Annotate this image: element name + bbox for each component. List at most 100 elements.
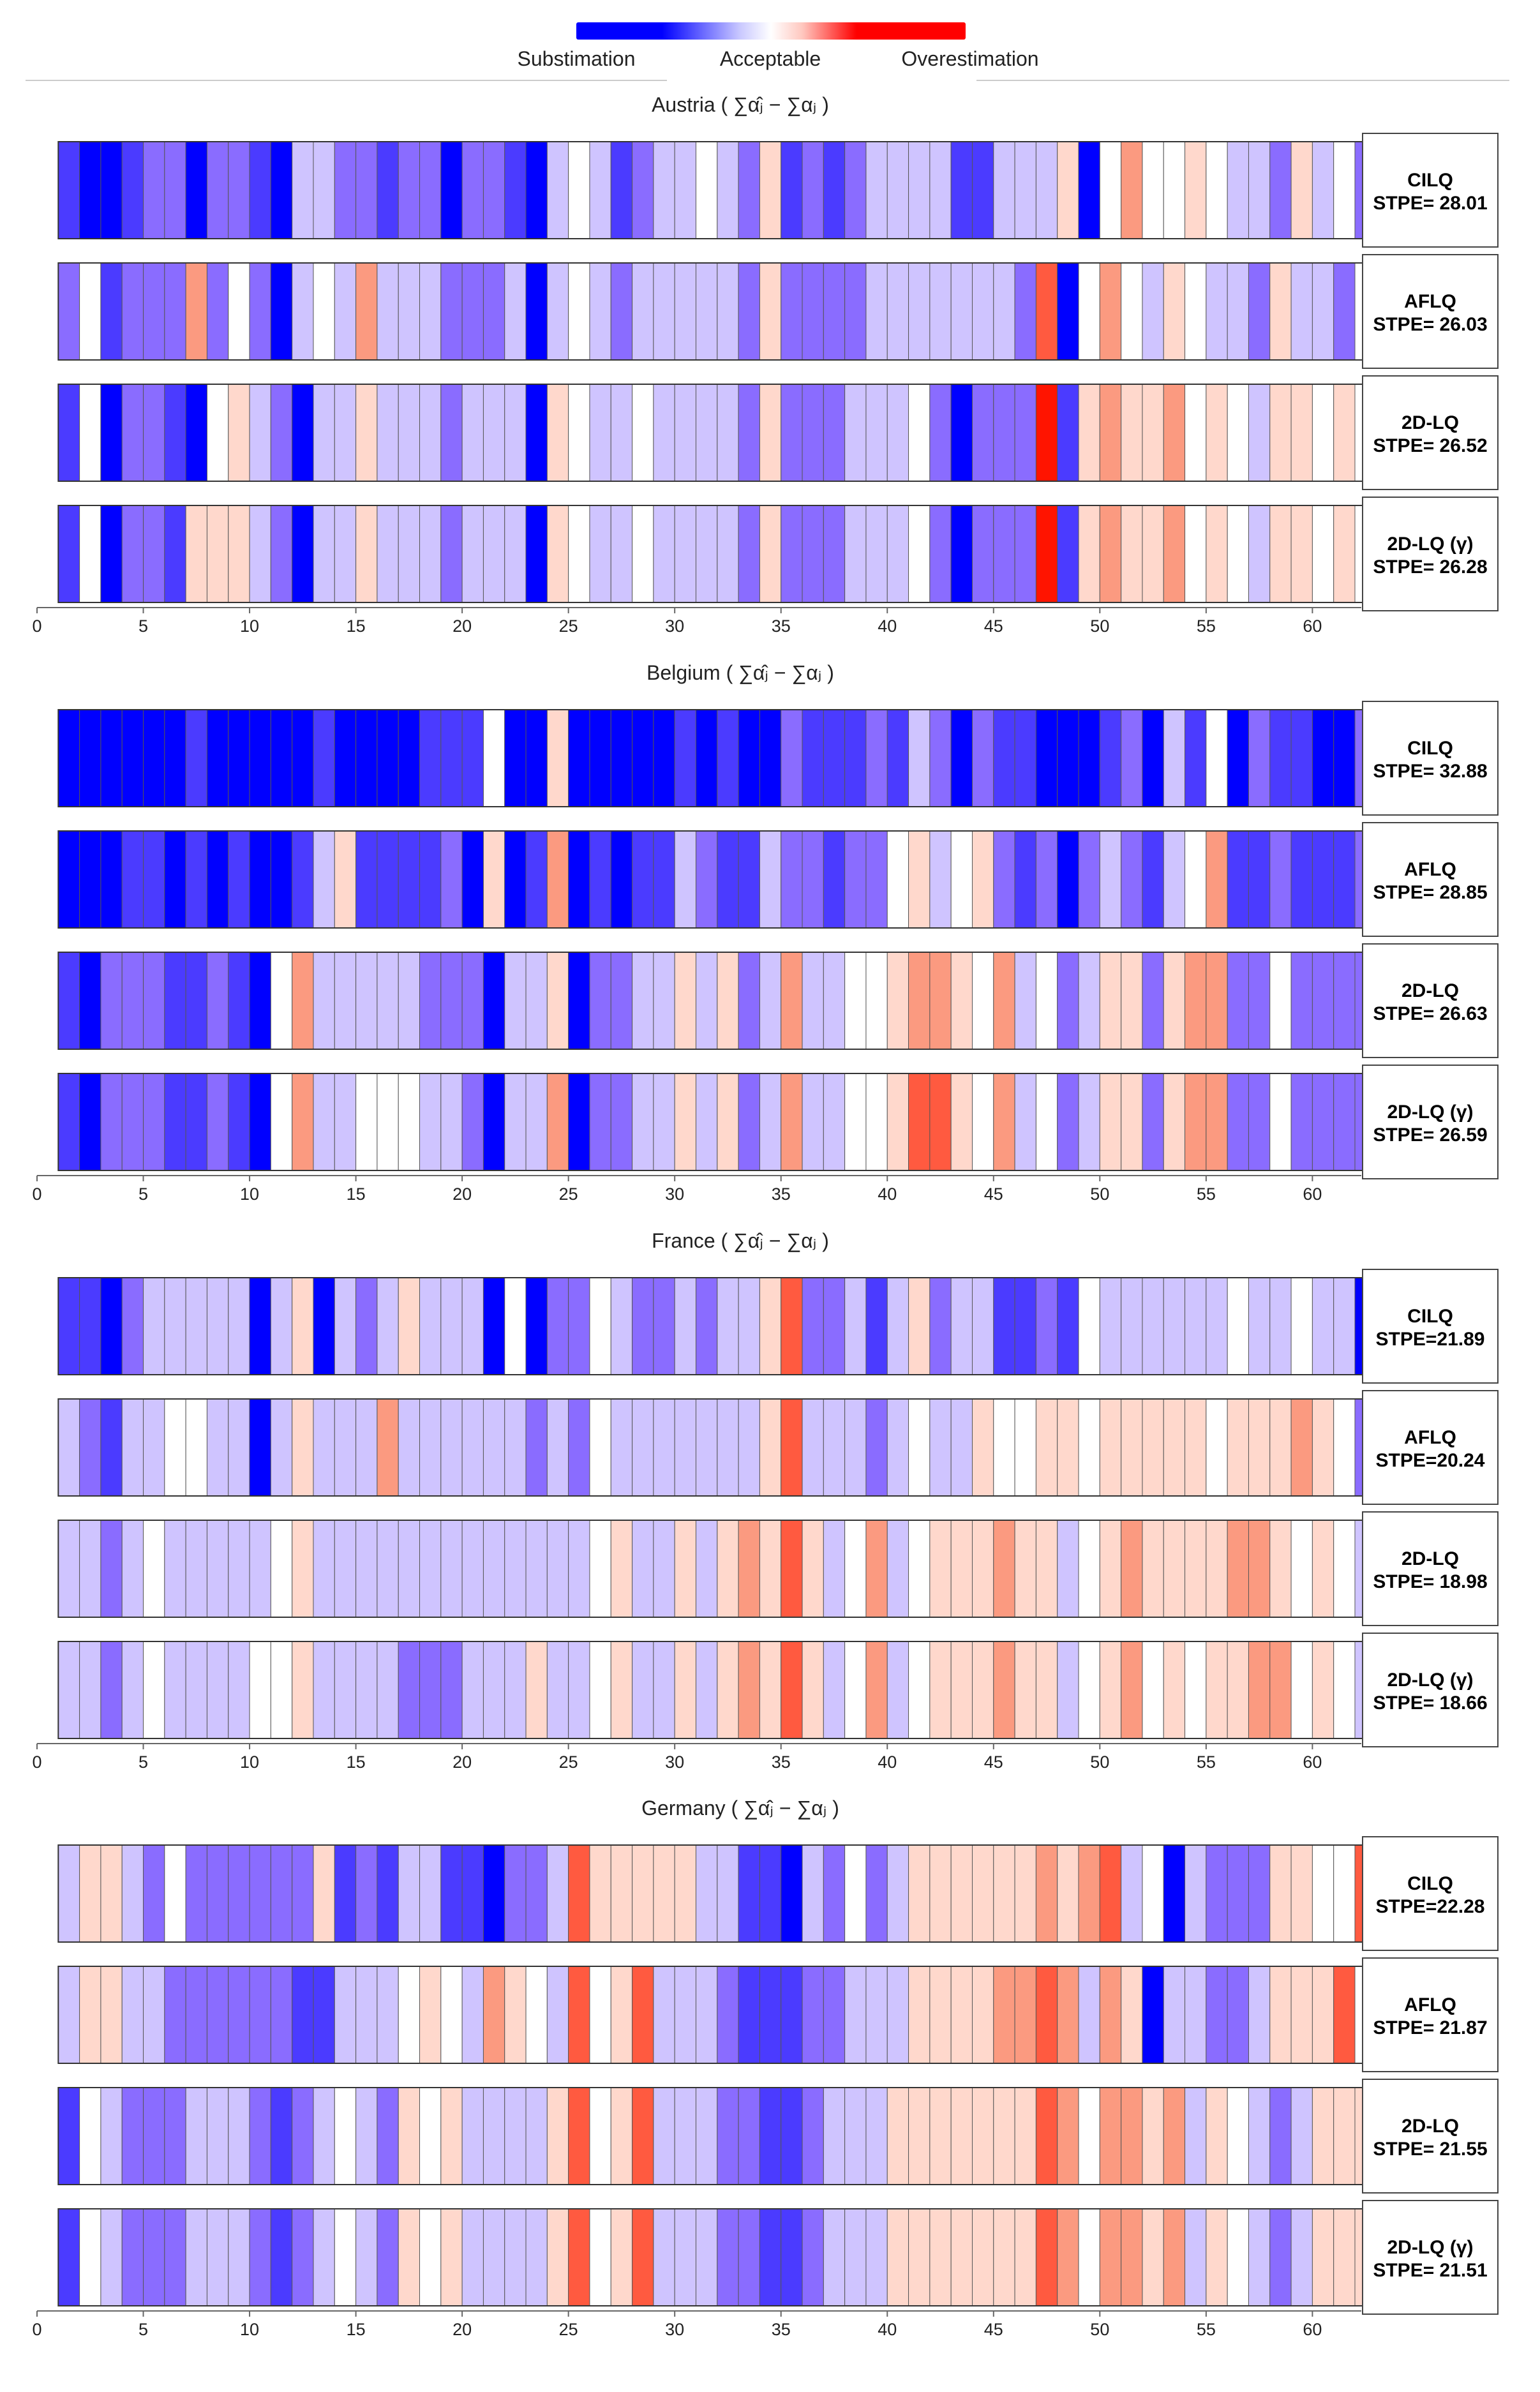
cell-belgium-aflq-18	[419, 830, 442, 929]
cell-france-aflq-41	[908, 1398, 931, 1497]
x-tick-label-15: 15	[347, 1185, 366, 1204]
cell-france-cilq-56	[1227, 1277, 1249, 1375]
cell-france-2d-lq-11	[270, 1520, 293, 1618]
cell-france-2d-lq-31	[696, 1520, 718, 1618]
cell-belgium-cilq-16	[377, 709, 399, 807]
cell-belgium-2d-lq-22	[504, 952, 527, 1050]
cell-belgium-cilq-51	[1121, 709, 1143, 807]
cell-austria-2d-lq-51	[1121, 505, 1143, 603]
cell-belgium-2d-lq-33	[738, 952, 760, 1050]
cell-france-aflq-43	[950, 1398, 973, 1497]
cell-belgium-2d-lq-46	[1014, 1073, 1036, 1171]
cell-france-2d-lq-28	[632, 1520, 654, 1618]
cell-germany-2d-lq-55	[1206, 2087, 1228, 2185]
cell-austria-cilq-39	[865, 141, 888, 239]
cell-austria-2d-lq-50	[1099, 505, 1122, 603]
cell-austria-2d-lq-35	[781, 384, 803, 482]
cell-germany-cilq-32	[717, 1844, 739, 1943]
cell-france-2d-lq-1	[57, 1641, 80, 1739]
cell-belgium-2d-lq-61	[1333, 1073, 1356, 1171]
cell-france-2d-lq-58	[1269, 1641, 1292, 1739]
cell-france-cilq-31	[696, 1277, 718, 1375]
panel-title-belgium: Belgium ( ∑α̂ⱼ − ∑αⱼ )	[647, 661, 834, 684]
x-tick-label-15: 15	[347, 2320, 366, 2339]
cell-belgium-2d-lq-46	[1014, 952, 1036, 1050]
method-label: AFLQ	[1404, 291, 1456, 312]
cell-austria-2d-lq-44	[971, 505, 994, 603]
cell-austria-cilq-38	[844, 141, 867, 239]
cell-belgium-2d-lq-11	[270, 1073, 293, 1171]
heatmap-row-belgium-2d-lq	[57, 952, 1398, 1050]
cell-france-2d-lq-29	[653, 1641, 675, 1739]
cell-france-aflq-11	[270, 1398, 293, 1497]
cell-austria-2d-lq-47	[1035, 505, 1058, 603]
cell-austria-cilq-18	[419, 141, 442, 239]
cell-austria-2d-lq-8	[206, 384, 229, 482]
cell-france-cilq-40	[886, 1277, 909, 1375]
cell-germany-aflq-14	[334, 1966, 357, 2064]
panel-france: France ( ∑α̂ⱼ − ∑αⱼ )CILQSTPE=21.89AFLQS…	[32, 1229, 1499, 1772]
cell-france-cilq-15	[355, 1277, 378, 1375]
cell-germany-cilq-42	[929, 1844, 952, 1943]
cell-france-cilq-61	[1333, 1277, 1356, 1375]
cell-france-aflq-2	[79, 1398, 101, 1497]
cell-france-2d-lq-4	[121, 1641, 144, 1739]
cell-belgium-2d-lq-47	[1035, 952, 1058, 1050]
cell-belgium-cilq-3	[100, 709, 123, 807]
cell-austria-2d-lq-40	[886, 505, 909, 603]
cell-belgium-aflq-5	[143, 830, 165, 929]
cell-france-aflq-14	[334, 1398, 357, 1497]
cell-belgium-cilq-30	[674, 709, 696, 807]
cell-germany-2d-lq-23	[525, 2087, 548, 2185]
cell-belgium-cilq-2	[79, 709, 101, 807]
cell-germany-cilq-47	[1035, 1844, 1058, 1943]
cell-france-aflq-50	[1099, 1398, 1122, 1497]
cell-austria-2d-lq-1	[57, 384, 80, 482]
method-label: AFLQ	[1404, 859, 1456, 880]
cell-france-2d-lq-36	[802, 1641, 824, 1739]
cell-france-aflq-58	[1269, 1398, 1292, 1497]
cell-belgium-2d-lq-59	[1290, 1073, 1313, 1171]
cell-france-2d-lq-25	[568, 1520, 590, 1618]
cell-france-cilq-26	[589, 1277, 611, 1375]
method-box-frame	[1362, 254, 1499, 369]
cell-austria-aflq-50	[1099, 262, 1122, 361]
heatmap-row-belgium-2d-lq	[57, 1073, 1398, 1171]
cell-france-cilq-45	[993, 1277, 1015, 1375]
method-box-frame	[1362, 1390, 1499, 1505]
cell-france-cilq-42	[929, 1277, 952, 1375]
cell-france-cilq-4	[121, 1277, 144, 1375]
cell-france-2d-lq-24	[546, 1641, 569, 1739]
cell-germany-cilq-22	[504, 1844, 527, 1943]
cell-france-2d-lq-22	[504, 1641, 527, 1739]
cell-belgium-2d-lq-4	[121, 1073, 144, 1171]
cell-belgium-cilq-35	[781, 709, 803, 807]
method-box-frame	[1362, 1065, 1499, 1179]
cell-france-2d-lq-53	[1163, 1641, 1186, 1739]
cell-belgium-cilq-8	[206, 709, 229, 807]
cell-belgium-aflq-52	[1142, 830, 1164, 929]
heatmap-row-austria-cilq	[57, 141, 1398, 239]
cell-belgium-cilq-31	[696, 709, 718, 807]
cell-france-cilq-32	[717, 1277, 739, 1375]
cell-germany-2d-lq-48	[1057, 2208, 1079, 2306]
cell-austria-2d-lq-34	[759, 505, 782, 603]
cell-france-2d-lq-33	[738, 1520, 760, 1618]
cell-belgium-aflq-1	[57, 830, 80, 929]
cell-france-2d-lq-7	[185, 1641, 207, 1739]
cell-austria-cilq-42	[929, 141, 952, 239]
cell-belgium-2d-lq-34	[759, 952, 782, 1050]
cell-belgium-2d-lq-13	[313, 952, 335, 1050]
cell-germany-aflq-38	[844, 1966, 867, 2064]
panel-title-france: France ( ∑α̂ⱼ − ∑αⱼ )	[652, 1229, 829, 1252]
cell-belgium-aflq-13	[313, 830, 335, 929]
method-label: AFLQ	[1404, 1994, 1456, 2015]
cell-austria-2d-lq-34	[759, 384, 782, 482]
cell-france-2d-lq-26	[589, 1520, 611, 1618]
method-label: 2D-LQ	[1402, 1548, 1459, 1569]
cell-belgium-2d-lq-23	[525, 1073, 548, 1171]
cell-france-cilq-21	[482, 1277, 505, 1375]
cell-germany-cilq-59	[1290, 1844, 1313, 1943]
cell-france-2d-lq-13	[313, 1520, 335, 1618]
